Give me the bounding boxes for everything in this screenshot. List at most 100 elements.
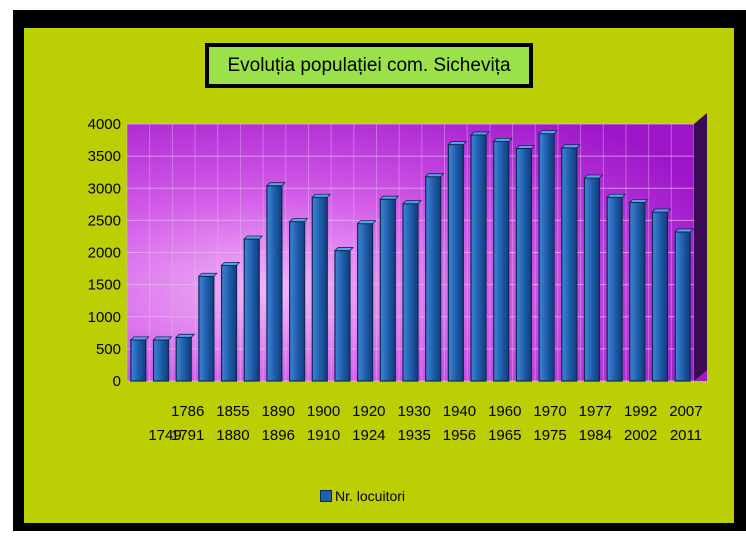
bar-body	[447, 143, 464, 382]
bar-body	[629, 201, 646, 382]
bar	[265, 182, 286, 382]
y-axis-ticks: 0 500 1000 1500 2000 2500 3000 3500 4000	[88, 116, 121, 390]
x-tick-label: 1935	[397, 427, 430, 444]
bar-body	[651, 211, 669, 382]
bar	[424, 173, 445, 382]
bar-body	[334, 249, 351, 382]
bar-top	[583, 174, 604, 179]
bar	[311, 193, 332, 382]
bar-body	[583, 177, 601, 382]
bar	[402, 200, 422, 382]
bar-top	[175, 333, 196, 338]
x-tick-label: 1960	[488, 403, 521, 420]
bar	[175, 333, 196, 382]
x-tick-label: 1910	[307, 427, 340, 444]
bar-top	[152, 336, 173, 341]
bar-body	[175, 336, 192, 382]
bar-body	[152, 339, 170, 382]
legend-swatch	[320, 490, 332, 502]
bar	[538, 130, 559, 382]
y-tick-label: 500	[96, 341, 121, 358]
x-tick-label: 1749	[148, 427, 181, 444]
bar-top	[470, 131, 490, 136]
bar-body	[198, 275, 215, 382]
bar-body	[243, 238, 260, 382]
legend-label: Nr. locuitori	[335, 488, 406, 504]
legend: Nr. locuitori	[320, 487, 405, 505]
bar	[129, 336, 150, 382]
x-tick-label: 1965	[488, 427, 521, 444]
bar-top	[402, 200, 422, 205]
y-tick-label: 4000	[88, 116, 121, 133]
bar-body	[493, 140, 510, 382]
x-tick-label: 2011	[670, 427, 702, 444]
x-tick-label: 1977	[579, 403, 612, 420]
bar-top	[265, 182, 286, 187]
bar	[356, 220, 377, 382]
bar	[288, 218, 309, 382]
bar	[243, 235, 264, 382]
bar-body	[538, 133, 555, 382]
bar-body	[311, 196, 328, 382]
bar-body	[379, 198, 396, 382]
x-tick-label: 1940	[443, 403, 476, 420]
bar-top	[628, 198, 649, 203]
x-tick-label: 1984	[579, 427, 612, 444]
bar-top	[243, 235, 264, 240]
bar-body	[515, 147, 532, 382]
bar	[651, 208, 672, 382]
y-tick-label: 3500	[88, 148, 121, 165]
x-tick-label: 1924	[352, 427, 385, 444]
bars	[129, 130, 695, 382]
y-tick-label: 3000	[88, 180, 121, 197]
bar-top	[197, 272, 218, 277]
y-tick-label: 1500	[88, 277, 121, 294]
bar-top	[356, 220, 377, 224]
bar-top	[606, 193, 627, 198]
x-tick-label: 1992	[624, 403, 657, 420]
bar	[492, 137, 513, 382]
bar-body	[674, 231, 691, 382]
bar-top	[129, 336, 150, 341]
bar-top	[220, 261, 241, 266]
bar-top	[515, 145, 536, 149]
bar-top	[311, 193, 332, 198]
bar	[220, 261, 241, 382]
x-tick-label: 1786	[171, 403, 204, 420]
x-tick-label: 1970	[533, 403, 566, 420]
y-tick-label: 0	[113, 373, 121, 390]
x-tick-label: 1930	[397, 403, 430, 420]
bar	[583, 174, 604, 382]
bar	[447, 141, 468, 382]
bar-top	[447, 141, 468, 145]
bar-top	[651, 208, 672, 213]
x-tick-label: 1855	[216, 403, 249, 420]
x-tick-label: 1956	[443, 427, 476, 444]
bar-top	[674, 228, 695, 233]
x-tick-label: 1900	[307, 403, 340, 420]
x-tick-label: 1896	[262, 427, 295, 444]
plot-back-wall-edge	[694, 113, 707, 381]
y-tick-label: 2000	[88, 245, 121, 262]
y-tick-label: 2500	[88, 212, 121, 229]
x-tick-label: 1890	[262, 403, 295, 420]
x-tick-label: 2007	[669, 403, 702, 420]
x-tick-label: 1791	[171, 427, 204, 444]
x-tick-label: 1975	[533, 427, 566, 444]
bar	[470, 131, 490, 382]
bar	[334, 247, 354, 382]
bar-body	[561, 147, 578, 382]
bar-top	[560, 144, 581, 149]
bar-top	[492, 137, 513, 142]
bar-body	[130, 339, 147, 382]
bar-top	[424, 173, 445, 178]
bar	[515, 145, 536, 382]
bar-body	[606, 196, 623, 382]
bar-body	[425, 176, 442, 382]
y-tick-label: 1000	[88, 309, 121, 326]
bar-top	[288, 218, 309, 223]
x-axis-ticks: 1749 1786 1791 1855 1880 1890 1896 1900 1910 1920…	[148, 403, 702, 444]
bar-top	[379, 195, 400, 200]
bar	[197, 272, 218, 382]
